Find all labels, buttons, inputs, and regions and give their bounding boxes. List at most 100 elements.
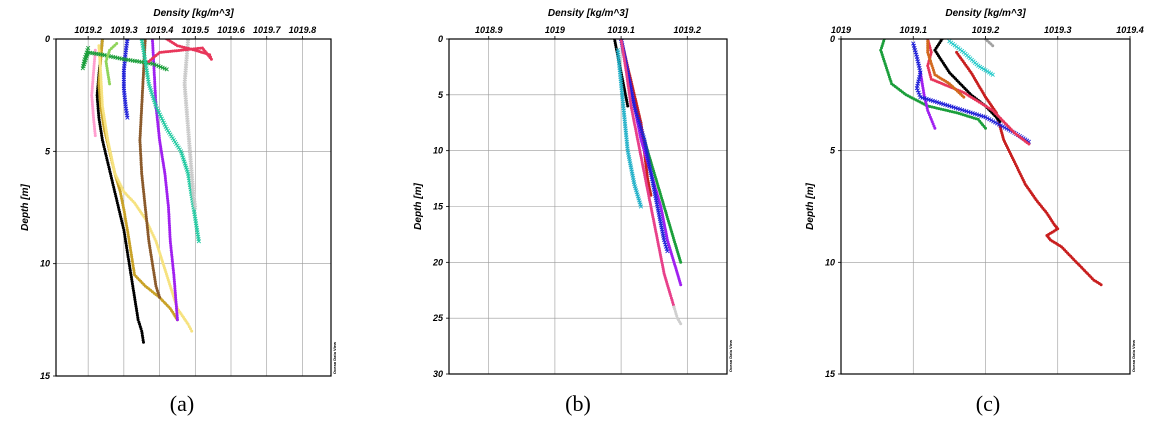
point-a-2-20: [100, 89, 104, 93]
point-a-0-89: [123, 237, 127, 241]
point-a-2-2: [97, 48, 101, 52]
point-a-0-54: [105, 158, 109, 162]
point-a-5-66: [164, 183, 168, 187]
point-a-5-111: [173, 284, 177, 288]
point-b-5-10: [623, 59, 627, 63]
y-tick-label-b-4: 20: [432, 257, 443, 267]
point-a-0-41: [99, 129, 103, 133]
point-a-5-3: [151, 44, 155, 48]
point-a-1-22: [97, 86, 101, 90]
point-a-4-72: [143, 199, 147, 203]
point-a-4-20: [141, 82, 145, 86]
point-a-5-115: [174, 293, 177, 297]
point-a-4-22: [141, 86, 145, 90]
point-a-0-63: [110, 179, 114, 182]
y-tick-label-b-3: 15: [433, 202, 444, 212]
point-a-5-121: [175, 307, 178, 311]
point-a-4-60: [140, 172, 144, 176]
point-a-5-14: [152, 69, 156, 72]
point-a-4-91: [147, 241, 151, 245]
point-a-0-113: [132, 291, 136, 295]
point-a-1-19: [97, 80, 101, 84]
series-c-6: [947, 39, 995, 77]
point-a-0-116: [133, 298, 137, 302]
point-a-10-9: [182, 45, 186, 49]
point-a-3-38: [93, 134, 97, 138]
series-group-a: [80, 39, 213, 344]
point-a-0-124: [136, 316, 140, 320]
point-a-5-1: [151, 39, 154, 43]
point-a-2-0: [97, 44, 101, 48]
series-c-3: [919, 71, 937, 130]
point-a-1-23: [97, 89, 101, 93]
point-b-5-5: [621, 48, 625, 52]
point-a-3-30: [92, 116, 95, 120]
point-a-0-99: [127, 259, 131, 263]
point-c-7-1: [926, 42, 930, 45]
point-a-7-54: [164, 67, 169, 72]
point-a-1-101: [131, 262, 135, 266]
point-a-5-15: [152, 71, 156, 75]
point-a-8-48: [171, 137, 176, 143]
point-c-3-7: [921, 86, 925, 90]
point-a-0-106: [129, 275, 133, 279]
series-a-5: [150, 39, 179, 322]
point-a-3-31: [92, 118, 96, 122]
point-a-4-103: [152, 268, 155, 272]
point-a-0-46: [101, 140, 105, 144]
odv-credit-a: Ocean Data View: [332, 341, 337, 374]
point-a-0-120: [134, 307, 138, 311]
point-a-0-121: [135, 309, 139, 313]
point-a-0-29: [96, 102, 100, 106]
point-b-5-13: [624, 66, 628, 70]
point-a-10-45: [168, 49, 172, 53]
point-c-7-32: [962, 95, 966, 99]
point-a-4-29: [140, 102, 144, 106]
point-a-5-98: [170, 255, 174, 259]
point-a-3-6: [92, 62, 96, 66]
point-a-0-24: [95, 91, 99, 95]
point-a-8-53: [177, 147, 182, 152]
point-c-7-3: [926, 46, 930, 50]
point-a-4-54: [139, 158, 143, 162]
point-b-5-7: [622, 53, 626, 57]
point-a-3-24: [90, 102, 94, 106]
point-a-5-93: [169, 244, 173, 248]
y-tick-label-a-2: 10: [40, 259, 50, 269]
point-b-5-1: [619, 39, 623, 43]
point-a-0-27: [95, 98, 99, 102]
point-a-4-95: [149, 250, 153, 254]
point-a-0-26: [95, 95, 99, 99]
point-a-5-86: [168, 228, 172, 232]
x-tick-label-a-4: 1019.6: [217, 25, 246, 35]
point-a-0-95: [125, 250, 129, 254]
point-a-5-107: [172, 275, 176, 279]
point-a-5-76: [167, 206, 170, 209]
x-tick-label-a-2: 1019.4: [146, 25, 174, 35]
point-c-2-1: [882, 39, 886, 43]
point-a-0-87: [123, 233, 127, 236]
point-c-3-5: [920, 82, 924, 86]
point-a-8-43: [165, 128, 171, 133]
point-a-1-98: [130, 255, 134, 259]
point-a-3-11: [91, 73, 95, 77]
point-a-3-37: [93, 131, 97, 135]
point-a-4-84: [145, 226, 149, 230]
point-c-3-25: [933, 126, 937, 130]
x-axis-title-b: Density [kg/m^3]: [548, 8, 629, 19]
point-a-0-67: [112, 188, 116, 191]
point-a-1-92: [128, 241, 132, 245]
series-c-8: [984, 39, 995, 48]
point-a-4-38: [139, 122, 143, 126]
point-b-5-19: [626, 79, 630, 83]
point-b-5-3: [620, 44, 624, 48]
point-a-4-110: [154, 284, 158, 288]
x-tick-label-a-1: 1019.3: [110, 25, 138, 35]
point-c-2-45: [939, 107, 943, 111]
point-a-2-10: [98, 66, 102, 70]
point-c-2-49: [948, 109, 952, 113]
point-a-0-133: [141, 336, 145, 340]
point-a-5-77: [167, 208, 171, 212]
point-b-2-62: [645, 170, 649, 174]
